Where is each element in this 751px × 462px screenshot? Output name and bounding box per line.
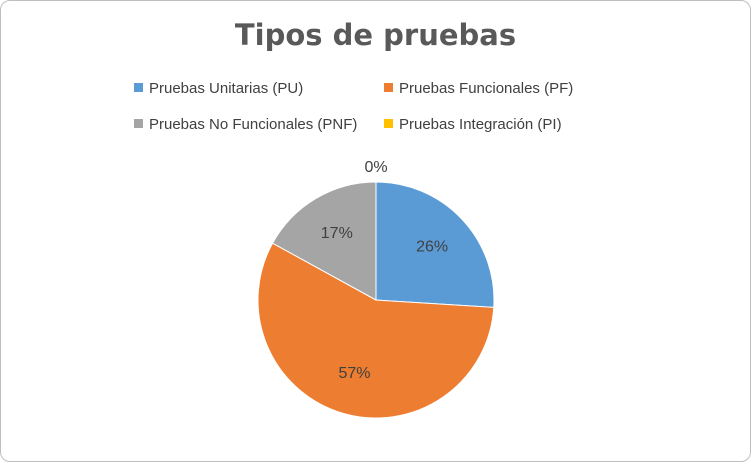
chart-title: Tipos de pruebas [234, 18, 517, 52]
legend-swatch-pi [384, 119, 393, 128]
pie-slice-pnf [271, 181, 377, 301]
legend-swatch-pu [134, 83, 143, 92]
pie-slice-pu [375, 181, 495, 308]
legend-label-pi: Pruebas Integración (PI) [399, 116, 562, 133]
legend-item-pu: Pruebas Unitarias (PU) [134, 80, 303, 97]
pie-slice-pf [257, 242, 495, 419]
data-label-pf: 57% [339, 365, 371, 382]
data-label-pnf: 17% [321, 225, 353, 242]
legend-swatch-pnf [134, 119, 143, 128]
legend-label-pnf: Pruebas No Funcionales (PNF) [149, 116, 358, 133]
legend-label-pf: Pruebas Funcionales (PF) [399, 80, 574, 97]
data-label-pu: 26% [416, 239, 448, 256]
legend-swatch-pf [384, 83, 393, 92]
data-label-pi: 0% [364, 159, 387, 176]
legend-item-pnf: Pruebas No Funcionales (PNF) [134, 116, 357, 133]
legend-label-pu: Pruebas Unitarias (PU) [149, 80, 304, 97]
legend-item-pf: Pruebas Funcionales (PF) [384, 80, 573, 97]
legend-item-pi: Pruebas Integración (PI) [384, 116, 562, 133]
